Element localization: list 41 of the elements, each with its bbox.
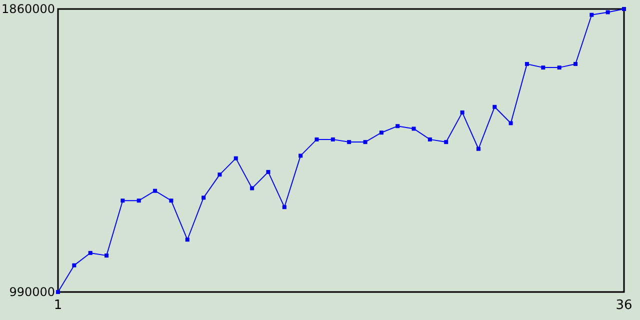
point	[606, 10, 610, 14]
point	[330, 137, 335, 142]
point	[541, 66, 546, 70]
point	[347, 140, 352, 144]
point	[573, 62, 578, 66]
point	[169, 198, 174, 203]
point	[508, 121, 513, 126]
point	[266, 170, 270, 174]
line-series	[56, 7, 626, 294]
point	[120, 198, 125, 203]
point	[444, 140, 448, 144]
point	[379, 130, 384, 135]
point	[202, 196, 206, 200]
point	[136, 198, 141, 203]
point	[396, 124, 400, 128]
point	[590, 12, 594, 17]
point	[314, 137, 319, 142]
x-tick-label: 1	[54, 298, 62, 313]
point	[428, 137, 432, 142]
y-tick-label: 990000	[9, 285, 55, 300]
point	[476, 146, 480, 151]
point	[524, 62, 529, 66]
point	[282, 205, 286, 210]
point	[460, 110, 464, 114]
point	[298, 154, 303, 158]
point	[622, 7, 626, 11]
point	[88, 250, 92, 255]
point	[153, 188, 158, 193]
point	[250, 186, 254, 190]
point	[492, 104, 497, 109]
point	[234, 156, 238, 160]
point	[185, 238, 190, 242]
point	[218, 172, 222, 177]
x-tick-label: 36	[616, 298, 632, 313]
point	[363, 140, 368, 144]
point	[72, 263, 76, 268]
point	[104, 254, 109, 258]
point	[557, 66, 562, 70]
point	[56, 290, 60, 294]
y-tick-label: 1860000	[2, 2, 55, 16]
point	[412, 126, 416, 131]
